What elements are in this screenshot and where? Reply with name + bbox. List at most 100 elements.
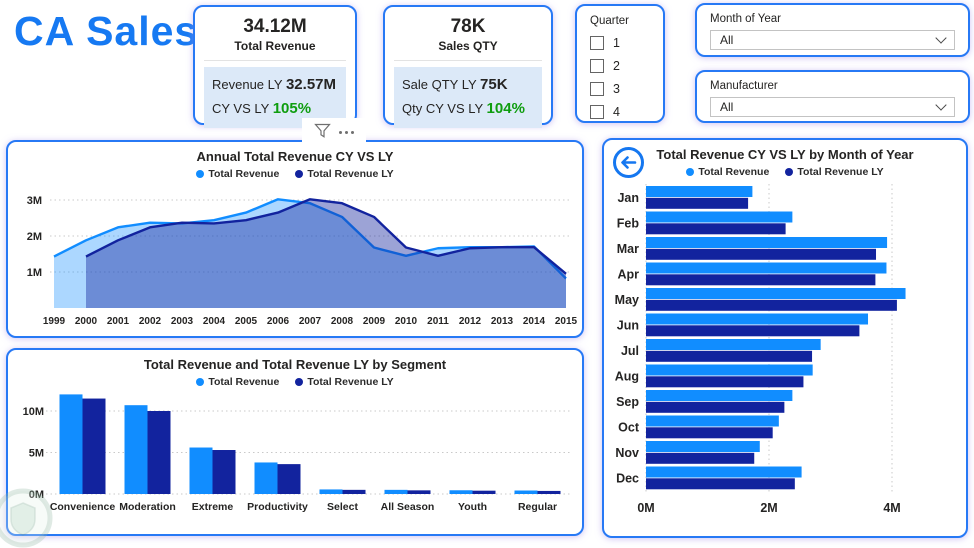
segment-bar-chart-plot[interactable]: 0M 5M 10M Convenience Moderation Extreme Produ… [8,388,580,528]
bar-may-ly[interactable] [646,299,897,311]
legend-label: Total Revenue [208,376,280,388]
manufacturer-dropdown[interactable]: All [710,97,955,117]
checkbox-icon[interactable] [590,59,604,73]
bar-jun-ly[interactable] [646,325,860,337]
legend-label: Total Revenue LY [307,168,394,180]
quarter-checkbox-row-2[interactable]: 2 [590,59,663,73]
x-axis-tick-label: 1999 [43,316,66,327]
bar-extreme-ly[interactable] [212,450,236,494]
quarter-checkbox-row-4[interactable]: 4 [590,105,663,119]
y-axis-category-label: Sep [616,395,639,409]
bar-apr-ly[interactable] [646,274,876,286]
qty-cy-vs-ly-value: 104% [486,100,525,117]
bar-mar-ly[interactable] [646,248,877,260]
checkbox-icon[interactable] [590,36,604,50]
bar-aug-ly[interactable] [646,376,804,388]
dropdown-value: All [720,33,734,47]
bar-moderation-ly[interactable] [147,411,171,494]
y-axis-category-label: Aug [615,370,639,384]
bar-jun-cy[interactable] [646,313,869,325]
bar-youth-ly[interactable] [472,490,496,494]
x-axis-tick-label: 2000 [75,316,98,327]
legend-item[interactable]: Total Revenue [686,166,769,178]
bar-feb-ly[interactable] [646,223,786,235]
checkbox-label: 2 [613,59,620,73]
bar-convenience-ly[interactable] [82,398,106,494]
bar-convenience-cy[interactable] [59,394,83,494]
bar-dec-cy[interactable] [646,466,802,478]
x-axis-tick-label: 2015 [555,316,578,327]
bar-all-season-cy[interactable] [384,489,408,494]
back-button[interactable] [613,147,644,178]
bar-mar-cy[interactable] [646,237,888,248]
bar-aug-cy[interactable] [646,364,813,376]
y-axis-tick-label: 5M [29,448,44,460]
more-options-button[interactable] [339,131,354,134]
legend-dot-icon [686,168,695,176]
bar-jul-cy[interactable] [646,339,821,350]
legend-item[interactable]: Total Revenue LY [295,376,394,388]
x-axis-category-label: Youth [458,501,487,513]
bar-oct-ly[interactable] [646,427,773,439]
bar-productivity-cy[interactable] [254,462,278,494]
bar-dec-ly[interactable] [646,478,795,490]
bar-sep-ly[interactable] [646,401,785,413]
y-axis-category-label: Nov [615,446,639,460]
bar-sep-cy[interactable] [646,390,793,401]
kpi-value: 78K [450,16,486,37]
y-axis-category-label: Jun [617,319,639,333]
bar-nov-ly[interactable] [646,452,755,464]
area-line-ly[interactable] [85,198,567,275]
checkbox-label: 3 [613,82,620,96]
bar-oct-cy[interactable] [646,415,779,427]
y-axis-tick-label: 0M [29,489,44,501]
divider [204,60,346,61]
legend-label: Total Revenue LY [307,376,394,388]
filter-funnel-icon[interactable] [314,123,331,139]
kpi-comparison-box: Sale QTY LY 75K Qty CY VS LY 104% [394,67,542,128]
bar-regular-cy[interactable] [514,490,538,494]
x-axis-category-label: Regular [518,501,557,513]
x-axis-tick-label: 2003 [171,316,194,327]
bar-all-season-ly[interactable] [407,490,431,494]
x-axis-tick-label: 2002 [139,316,162,327]
bar-nov-cy[interactable] [646,441,760,452]
bar-may-cy[interactable] [646,288,906,299]
annual-area-chart-plot[interactable]: 1M 2M 3M 1999 2000 2001 2002 2003 2004 2005 2006 20… [8,180,580,330]
arrow-left-icon [621,156,637,169]
checkbox-icon[interactable] [590,105,604,119]
bar-jan-cy[interactable] [646,186,753,197]
x-axis-tick-label: 2010 [395,316,418,327]
legend-label: Total Revenue [698,166,770,178]
chart-legend: Total Revenue Total Revenue LY [604,166,966,178]
bar-select-cy[interactable] [319,489,343,494]
page-title: CA Sales [14,8,199,54]
bar-jul-ly[interactable] [646,350,813,362]
bar-select-ly[interactable] [342,489,366,494]
y-axis-tick-label: 10M [23,406,44,418]
bar-feb-cy[interactable] [646,211,793,223]
y-axis-category-label: Dec [616,472,639,486]
legend-item[interactable]: Total Revenue LY [295,168,394,180]
checkbox-icon[interactable] [590,82,604,96]
bar-jan-ly[interactable] [646,197,749,209]
bar-apr-cy[interactable] [646,262,887,274]
month-of-year-dropdown[interactable]: All [710,30,955,50]
x-axis-tick-label: 2004 [203,316,226,327]
legend-item[interactable]: Total Revenue LY [785,166,884,178]
legend-item[interactable]: Total Revenue [196,376,279,388]
x-axis-category-label: All Season [381,501,435,513]
slicer-title: Quarter [590,15,629,27]
divider [394,60,542,61]
x-axis-tick-label: 2001 [107,316,130,327]
quarter-checkbox-row-1[interactable]: 1 [590,36,663,50]
chart-legend: Total Revenue Total Revenue LY [8,168,582,180]
bar-regular-ly[interactable] [537,490,561,494]
bar-extreme-cy[interactable] [189,447,213,494]
bar-moderation-cy[interactable] [124,405,148,494]
legend-item[interactable]: Total Revenue [196,168,279,180]
bar-youth-cy[interactable] [449,490,473,494]
monthly-bar-chart-plot[interactable]: 0M 2M 4M Jan Feb Mar Apr May Jun Jul Aug Sep Oct Nov D… [606,182,966,522]
bar-productivity-ly[interactable] [277,464,301,494]
quarter-checkbox-row-3[interactable]: 3 [590,82,663,96]
